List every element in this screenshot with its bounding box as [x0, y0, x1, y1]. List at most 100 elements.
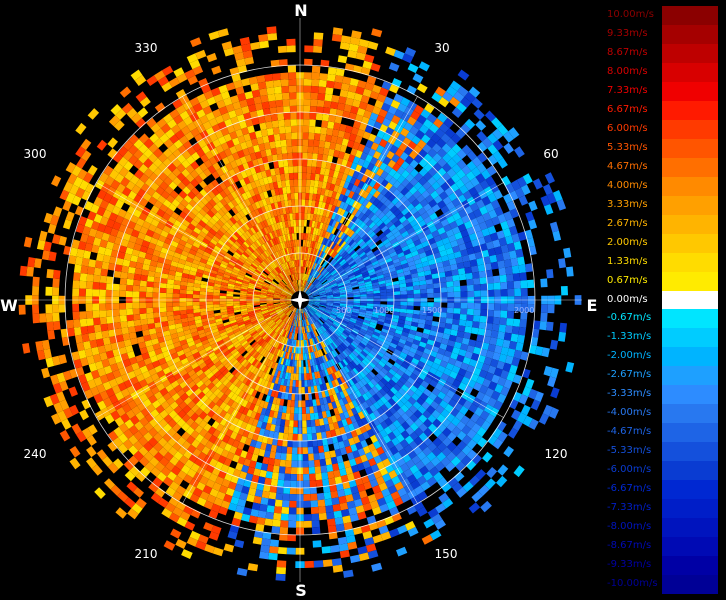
legend-swatch: [662, 404, 718, 424]
legend-entry: -8.00m/s: [604, 518, 722, 538]
center-marker: [289, 289, 311, 311]
legend-entry: -1.33m/s: [604, 328, 722, 348]
azimuth-label-330: 330: [135, 41, 158, 55]
legend-label: -3.33m/s: [607, 388, 652, 400]
legend-entry: 2.00m/s: [604, 233, 722, 253]
azimuth-spokes: [18, 18, 582, 582]
azimuth-spoke: [299, 182, 504, 301]
legend-entry: 5.33m/s: [604, 138, 722, 158]
velocity-echo-field: [18, 26, 582, 581]
azimuth-spoke: [96, 299, 301, 418]
legend-swatch: [662, 138, 718, 158]
legend-entry: -8.67m/s: [604, 537, 722, 557]
legend-label: 2.67m/s: [607, 217, 648, 229]
legend-swatch: [662, 176, 718, 196]
azimuth-label-240: 240: [24, 447, 47, 461]
velocity-color-legend: 10.00m/s 9.33m/s 8.67m/s 8.00m/s 7.33m/s 6.67…: [604, 6, 722, 594]
legend-label: -2.00m/s: [607, 350, 652, 362]
legend-entry: -5.33m/s: [604, 442, 722, 462]
radar-ppi-display: 500 1000 1500 2000 N E S W 30 60 120 150…: [0, 1, 598, 600]
azimuth-spoke: [299, 96, 418, 301]
legend-label: -6.00m/s: [607, 464, 652, 476]
legend-label: -10.00m/s: [607, 578, 658, 590]
legend-swatch: [662, 233, 718, 253]
legend-label: 7.33m/s: [607, 84, 648, 96]
legend-entry: -6.00m/s: [604, 461, 722, 481]
legend-label: 6.67m/s: [607, 103, 648, 115]
compass-east-label: E: [587, 296, 598, 315]
legend-label: 5.33m/s: [607, 141, 648, 153]
legend-label: -5.33m/s: [607, 445, 652, 457]
legend-swatch: [662, 100, 718, 120]
legend-swatch: [662, 252, 718, 272]
legend-swatch: [662, 385, 718, 405]
legend-entry: 7.33m/s: [604, 81, 722, 101]
legend-swatch: [662, 423, 718, 443]
azimuth-label-300: 300: [24, 147, 47, 161]
legend-entry: 8.67m/s: [604, 43, 722, 63]
legend-entry: 0.00m/s: [604, 290, 722, 310]
azimuth-spoke: [299, 299, 418, 504]
legend-label: -1.33m/s: [607, 331, 652, 343]
legend-swatch: [662, 328, 718, 348]
legend-entry: 6.00m/s: [604, 119, 722, 139]
compass-north-label: N: [294, 1, 307, 20]
legend-swatch: [662, 518, 718, 538]
compass-south-label: S: [295, 581, 307, 600]
legend-label: -2.67m/s: [607, 369, 652, 381]
legend-swatch: [662, 214, 718, 234]
legend-label: 4.00m/s: [607, 179, 648, 191]
legend-entry: -7.33m/s: [604, 499, 722, 519]
legend-label: -6.67m/s: [607, 483, 652, 495]
legend-entry: 9.33m/s: [604, 24, 722, 44]
legend-swatch: [662, 24, 718, 44]
legend-label: 6.00m/s: [607, 122, 648, 134]
legend-label: -8.00m/s: [607, 521, 652, 533]
legend-entry: -2.00m/s: [604, 347, 722, 367]
legend-swatch: [662, 556, 718, 576]
azimuth-spoke: [96, 182, 301, 301]
range-label: 2000: [514, 306, 534, 315]
legend-label: 3.33m/s: [607, 198, 648, 210]
legend-entry: -0.67m/s: [604, 309, 722, 329]
legend-entry: 3.33m/s: [604, 195, 722, 215]
azimuth-label-30: 30: [434, 41, 449, 55]
legend-entry: -6.67m/s: [604, 480, 722, 500]
legend-label: -7.33m/s: [607, 502, 652, 514]
legend-swatch: [662, 62, 718, 82]
legend-entry: -10.00m/s: [604, 575, 722, 594]
legend-entry: 0.67m/s: [604, 271, 722, 291]
azimuth-label-60: 60: [543, 147, 558, 161]
azimuth-label-120: 120: [545, 447, 568, 461]
legend-label: -8.67m/s: [607, 540, 652, 552]
legend-label: -9.33m/s: [607, 559, 652, 571]
azimuth-spoke: [182, 299, 301, 504]
range-label: 1500: [422, 306, 442, 315]
legend-label: 0.00m/s: [607, 293, 648, 305]
legend-swatch: [662, 366, 718, 386]
range-label: 1000: [374, 306, 394, 315]
legend-entry: 6.67m/s: [604, 100, 722, 120]
legend-entry: -4.67m/s: [604, 423, 722, 443]
legend-swatch: [662, 309, 718, 329]
legend-label: 8.00m/s: [607, 65, 648, 77]
azimuth-label-150: 150: [435, 547, 458, 561]
legend-entry: -9.33m/s: [604, 556, 722, 576]
legend-label: -4.67m/s: [607, 426, 652, 438]
legend-entry: 10.00m/s: [604, 6, 722, 25]
azimuth-spoke: [299, 299, 504, 418]
legend-swatch: [662, 195, 718, 215]
legend-swatch: [662, 119, 718, 139]
legend-swatch: [662, 43, 718, 63]
legend-entry: 1.33m/s: [604, 252, 722, 272]
legend-label: 0.67m/s: [607, 274, 648, 286]
legend-entry: -4.00m/s: [604, 404, 722, 424]
radar-svg: 500 1000 1500 2000 N E S W 30 60 120 150…: [0, 1, 598, 600]
legend-entry: 2.67m/s: [604, 214, 722, 234]
legend-swatch: [662, 6, 718, 25]
compass-west-label: W: [0, 296, 18, 315]
legend-swatch: [662, 575, 718, 594]
azimuth-label-210: 210: [135, 547, 158, 561]
legend-label: -0.67m/s: [607, 312, 652, 324]
legend-label: 2.00m/s: [607, 236, 648, 248]
